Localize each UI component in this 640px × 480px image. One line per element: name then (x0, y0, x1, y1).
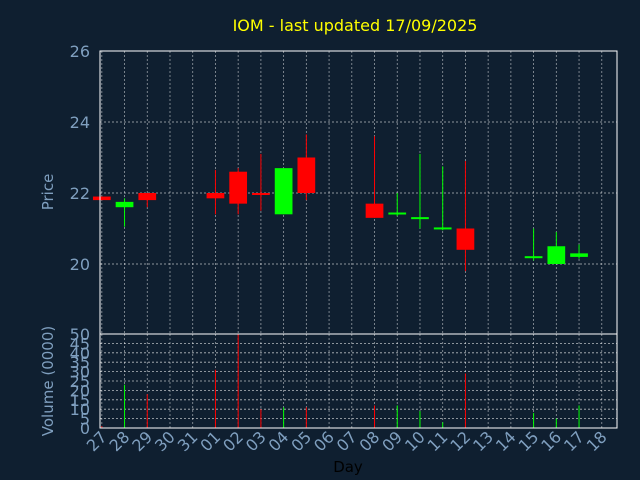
candle-27 (92, 196, 111, 201)
candle-body (229, 171, 248, 204)
candle-body (524, 256, 543, 259)
volume-y-axis-label: Volume (0000) (39, 326, 57, 436)
volume-tick-label: 20 (70, 381, 90, 400)
price-candles (92, 134, 588, 272)
candle-body (570, 253, 588, 257)
x-axis-label: Day (333, 458, 363, 476)
candle-body (206, 193, 225, 199)
volume-plot-frame (99, 333, 618, 429)
candle-11 (433, 166, 452, 231)
candle-08 (365, 136, 384, 218)
candle-03 (252, 153, 270, 211)
candle-body (252, 193, 270, 195)
price-tick-label: 24 (70, 113, 90, 132)
x-axis-ticks: 2728293031010203040506070809101112131415… (83, 427, 611, 455)
candle-body (433, 227, 452, 230)
volume-grid (100, 333, 617, 429)
price-panel: 20 22 24 26 Price (39, 42, 618, 335)
candle-body (274, 168, 293, 215)
price-plot-frame (99, 50, 618, 335)
price-tick-label: 22 (70, 184, 90, 203)
volume-tick-label: 15 (70, 391, 90, 410)
volume-tick-label: 25 (70, 372, 90, 391)
price-y-axis-label: Price (39, 174, 57, 211)
price-tick-label: 20 (70, 255, 90, 274)
candle-body (411, 217, 429, 220)
candle-body (92, 196, 111, 201)
candle-12 (456, 161, 475, 272)
candle-05 (297, 134, 316, 201)
candle-04 (274, 168, 293, 215)
x-tick-label: 18 (583, 427, 611, 455)
candle-body (388, 212, 407, 215)
volume-tick-label: 45 (70, 334, 90, 353)
candle-body (115, 201, 134, 208)
price-grid (100, 50, 617, 334)
volume-tick-label: 0 (80, 419, 90, 438)
volume-tick-label: 40 (70, 344, 90, 363)
candle-02 (229, 168, 248, 215)
candle-28 (115, 198, 134, 227)
candle-body (547, 246, 566, 264)
volume-tick-label: 35 (70, 353, 90, 372)
candle-body (297, 157, 316, 193)
volume-tick-label: 50 (70, 325, 90, 344)
price-tick-label: 26 (70, 42, 90, 61)
candle-15 (524, 228, 543, 261)
candle-01 (206, 169, 225, 215)
candle-17 (570, 244, 588, 259)
candle-body (456, 228, 475, 250)
candle-body (365, 203, 384, 218)
volume-bars (101, 334, 580, 428)
price-y-ticks: 20 22 24 26 (70, 42, 90, 274)
candle-10 (411, 153, 429, 229)
candle-29 (138, 193, 157, 208)
candle-09 (388, 193, 407, 217)
volume-tick-label: 10 (70, 400, 90, 419)
chart-title: IOM - last updated 17/09/2025 (233, 16, 478, 35)
candle-body (138, 193, 157, 201)
volume-tick-label: 5 (80, 410, 90, 429)
volume-tick-label: 30 (70, 363, 90, 382)
candle-16 (547, 232, 566, 264)
